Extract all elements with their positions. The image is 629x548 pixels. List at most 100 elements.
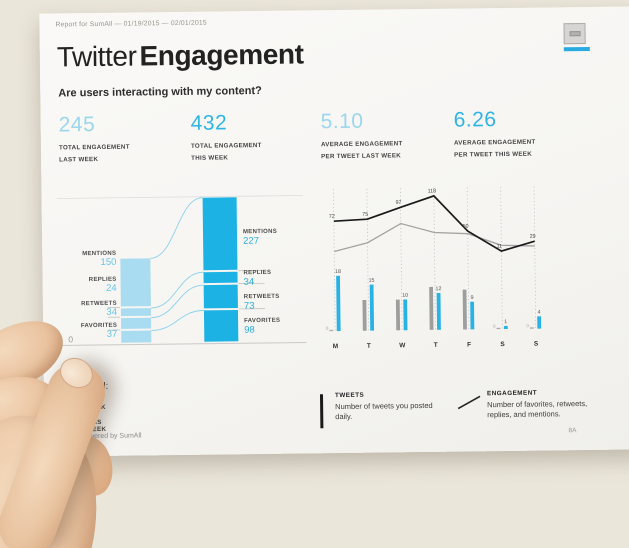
- zero-label: 0: [326, 326, 329, 331]
- report-meta: Report for SumAll — 01/19/2015 — 02/01/2…: [55, 19, 207, 29]
- daily-line-bar-chart: M T W T F S S 72 75 97 118 50 11 29 0 0 0 18 15 10 12 9 1 4: [326, 186, 542, 350]
- sankey-right-label: RETWEETS: [244, 294, 280, 300]
- day-label: M: [333, 343, 339, 350]
- sankey-right-segment-mentions: [202, 197, 238, 271]
- bar-tweets-last-week-zero: [496, 327, 501, 330]
- line-engagement-last-week: [334, 222, 535, 253]
- bar-tweets-last-week: [429, 286, 434, 330]
- day-label: T: [434, 342, 438, 349]
- legend-tweets-desc: Number of tweets you posted daily.: [335, 400, 433, 422]
- line-value-label: 118: [428, 188, 437, 194]
- sankey-right-value: 98: [244, 325, 255, 336]
- day-label: F: [467, 341, 471, 348]
- sankey-left-segment-favorites: [121, 330, 152, 343]
- sankey-link: [151, 284, 204, 319]
- stat-avg-last-week: 5.10 AVERAGE ENGAGEMENT PER TWEET LAST WE…: [321, 109, 403, 163]
- legend-engagement-desc: Number of favorites, retweets, replies, …: [487, 399, 588, 420]
- page-number: 8A: [568, 427, 577, 435]
- dash-glyph: [569, 31, 581, 37]
- sankey-left-label: FAVORITES: [81, 323, 117, 329]
- sankey-left-value: 24: [106, 283, 117, 294]
- bar-tweets-last-week-zero: [329, 329, 334, 332]
- sankey-right-segment-replies: [203, 271, 238, 284]
- bar-tweets-this-week: [503, 325, 508, 330]
- bar-value-label: 4: [538, 309, 541, 315]
- sankey-right-value: 227: [243, 236, 259, 247]
- page-title: TwitterEngagement: [57, 38, 304, 73]
- gridline: [333, 189, 336, 334]
- page-action: [563, 23, 590, 51]
- zero-label: 0: [493, 324, 496, 329]
- accent-bar: [563, 46, 590, 51]
- bar-value-label: 10: [402, 293, 408, 299]
- legend-engagement: ENGAGEMENT Number of favorites, retweets…: [457, 389, 605, 421]
- sankey-left-label: RETWEETS: [81, 301, 117, 307]
- stat-avg-this-week: 6.26 AVERAGE ENGAGEMENT PER TWEET THIS WE…: [454, 108, 536, 162]
- top-reference-line: [56, 195, 303, 199]
- stats-row: 245 TOTAL ENGAGEMENT LAST WEEK 432 TOTAL …: [41, 106, 629, 173]
- bar-value-label: 1: [504, 319, 507, 325]
- sankey-right-segment-favorites: [203, 309, 239, 342]
- sankey-left-segment-replies: [120, 308, 152, 317]
- stat-total-this-week: 432 TOTAL ENGAGEMENT THIS WEEK: [191, 111, 262, 165]
- bar-legend-icon: [319, 394, 323, 429]
- stat-value: 432: [190, 111, 228, 135]
- stat-label: AVERAGE ENGAGEMENT PER TWEET LAST WEEK: [320, 140, 403, 161]
- bar-tweets-this-week: [537, 316, 542, 329]
- legend-tweets-title: TWEETS: [334, 391, 365, 400]
- sankey-left-value: 37: [107, 329, 118, 340]
- sankey-right-label: REPLIES: [243, 270, 271, 276]
- baseline: [58, 341, 307, 346]
- gridline: [533, 186, 537, 331]
- line-value-label: 50: [463, 224, 469, 230]
- sankey-left-segment-retweets: [121, 317, 152, 329]
- sankey-link: [150, 271, 204, 309]
- sankey-right-segment-retweets: [203, 284, 238, 309]
- gridline: [433, 187, 436, 332]
- day-label: S: [500, 341, 505, 348]
- zero-label: 0: [527, 323, 530, 328]
- sankey-right-label: MENTIONS: [243, 229, 277, 235]
- stat-label: AVERAGE ENGAGEMENT PER TWEET THIS WEEK: [453, 138, 536, 159]
- stat-value: 6.26: [453, 108, 497, 132]
- page-title-bold: Engagement: [139, 38, 304, 72]
- line-value-label: 72: [329, 214, 335, 220]
- bar-tweets-last-week-zero: [529, 327, 534, 329]
- sankey-link: [151, 309, 204, 332]
- sankey-left-label: MENTIONS: [82, 251, 116, 257]
- gridline: [500, 187, 503, 332]
- baseline-zero-label: 0: [68, 334, 73, 344]
- bar-tweets-last-week: [395, 299, 401, 331]
- bar-value-label: 18: [335, 269, 341, 275]
- sankey-link: [150, 197, 203, 259]
- bar-tweets-this-week: [470, 301, 475, 330]
- stat-value: 245: [58, 113, 96, 137]
- line-value-label: 29: [530, 234, 536, 240]
- bar-tweets-this-week: [336, 275, 341, 332]
- report-page: Report for SumAll — 01/19/2015 — 02/01/2…: [39, 6, 629, 457]
- minimize-icon: [563, 23, 586, 45]
- sankey-right-value: 73: [244, 301, 255, 312]
- page-subtitle: Are users interacting with my content?: [58, 84, 262, 100]
- day-label: S: [534, 341, 539, 348]
- stat-value: 5.10: [320, 109, 364, 134]
- day-label: T: [367, 343, 371, 350]
- stat-label: TOTAL ENGAGEMENT THIS WEEK: [190, 141, 262, 162]
- line-value-label: 11: [497, 244, 503, 250]
- sankey-left-value: 150: [100, 257, 116, 268]
- bar-tweets-this-week: [436, 292, 441, 330]
- bar-tweets-this-week: [369, 284, 375, 331]
- gridline: [466, 187, 470, 332]
- sankey-right-value: 34: [244, 277, 255, 288]
- sankey-left-value: 34: [106, 307, 117, 318]
- legend-engagement-title: ENGAGEMENT: [486, 389, 538, 398]
- bar-tweets-this-week: [403, 299, 408, 331]
- day-label: W: [399, 342, 406, 349]
- sankey-chart: MENTIONS150REPLIES24RETWEETS34FAVORITES3…: [56, 195, 307, 346]
- bar-value-label: 12: [436, 286, 442, 292]
- stat-total-last-week: 245 TOTAL ENGAGEMENT LAST WEEK: [59, 113, 130, 167]
- bar-tweets-last-week: [462, 289, 467, 330]
- legend-tweets: TWEETS Number of tweets you posted daily…: [319, 391, 435, 429]
- gridline: [366, 188, 370, 333]
